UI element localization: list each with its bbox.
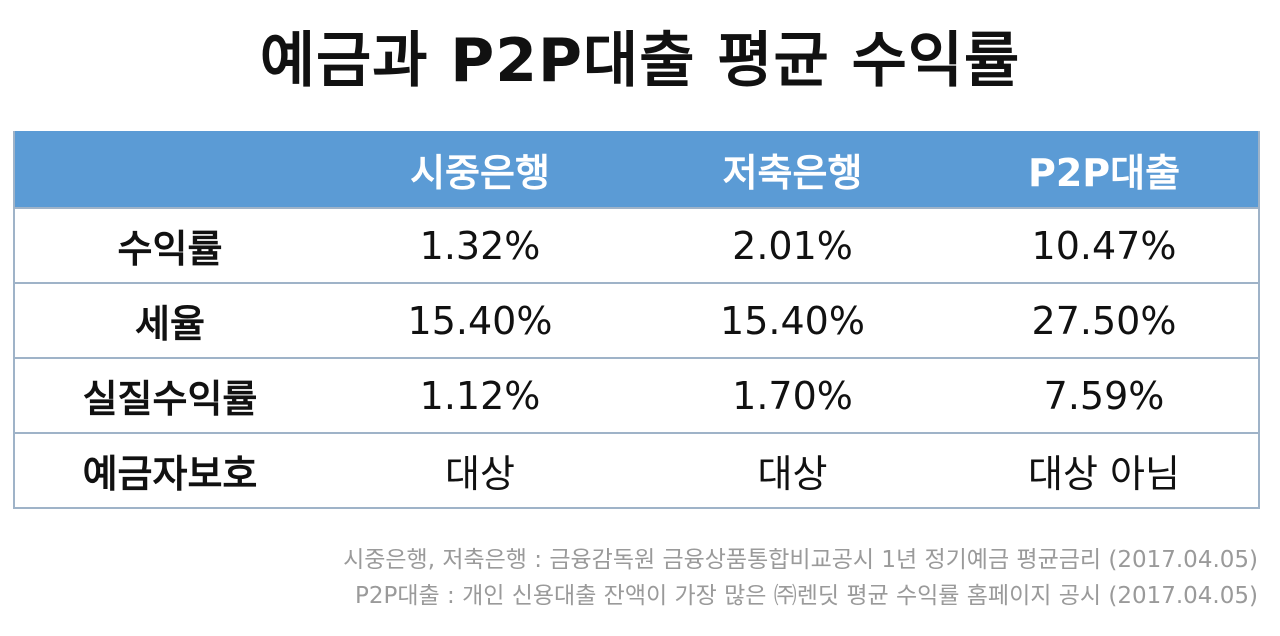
table-cell: 15.40% (720, 298, 865, 343)
table-cell: 7.59% (1043, 373, 1165, 418)
footnote-bank-source: 시중은행, 저축은행 : 금융감독원 금융상품통합비교공시 1년 정기예금 평균… (343, 547, 1258, 573)
table-cell: 27.50% (1031, 298, 1177, 343)
header-cell-commercial-bank: 시중은행 (410, 150, 550, 195)
comparison-table: 시중은행 저축은행 P2P대출 수익률 1.32% 2.01% 10.47% 세… (13, 131, 1260, 509)
table-row: 수익률 1.32% 2.01% 10.47% (15, 207, 1258, 282)
header-cell-savings-bank: 저축은행 (722, 150, 863, 195)
table-cell: 10.47% (1031, 223, 1177, 268)
table-row: 예금자보호 대상 대상 대상 아님 (15, 432, 1258, 507)
table-header-row: 시중은행 저축은행 P2P대출 (15, 131, 1258, 207)
row-label: 예금자보호 (82, 452, 258, 496)
source-footnotes: 시중은행, 저축은행 : 금융감독원 금융상품통합비교공시 1년 정기예금 평균… (343, 542, 1258, 614)
page-title: 예금과 P2P대출 평균 수익률 (259, 26, 1021, 96)
footnote-p2p-source: P2P대출 : 개인 신용대출 잔액이 가장 많은 ㈜렌딧 평균 수익률 홈페이… (355, 583, 1258, 609)
table-cell: 2.01% (732, 223, 853, 268)
table-row: 실질수익률 1.12% 1.70% 7.59% (15, 357, 1258, 432)
table-cell: 대상 아님 (1028, 452, 1180, 496)
table-cell: 1.12% (419, 373, 541, 418)
row-label: 세율 (135, 302, 205, 346)
table-row: 세율 15.40% 15.40% 27.50% (15, 282, 1258, 357)
table-cell: 1.32% (419, 223, 541, 268)
row-label: 수익률 (117, 227, 223, 271)
row-label: 실질수익률 (82, 377, 258, 421)
table-cell: 대상 (445, 452, 515, 496)
table-cell: 15.40% (407, 298, 553, 343)
header-cell-p2p-loan: P2P대출 (1027, 150, 1181, 195)
table-cell: 1.70% (732, 373, 853, 418)
table-cell: 대상 (757, 452, 828, 496)
header-cell-empty (15, 131, 325, 207)
